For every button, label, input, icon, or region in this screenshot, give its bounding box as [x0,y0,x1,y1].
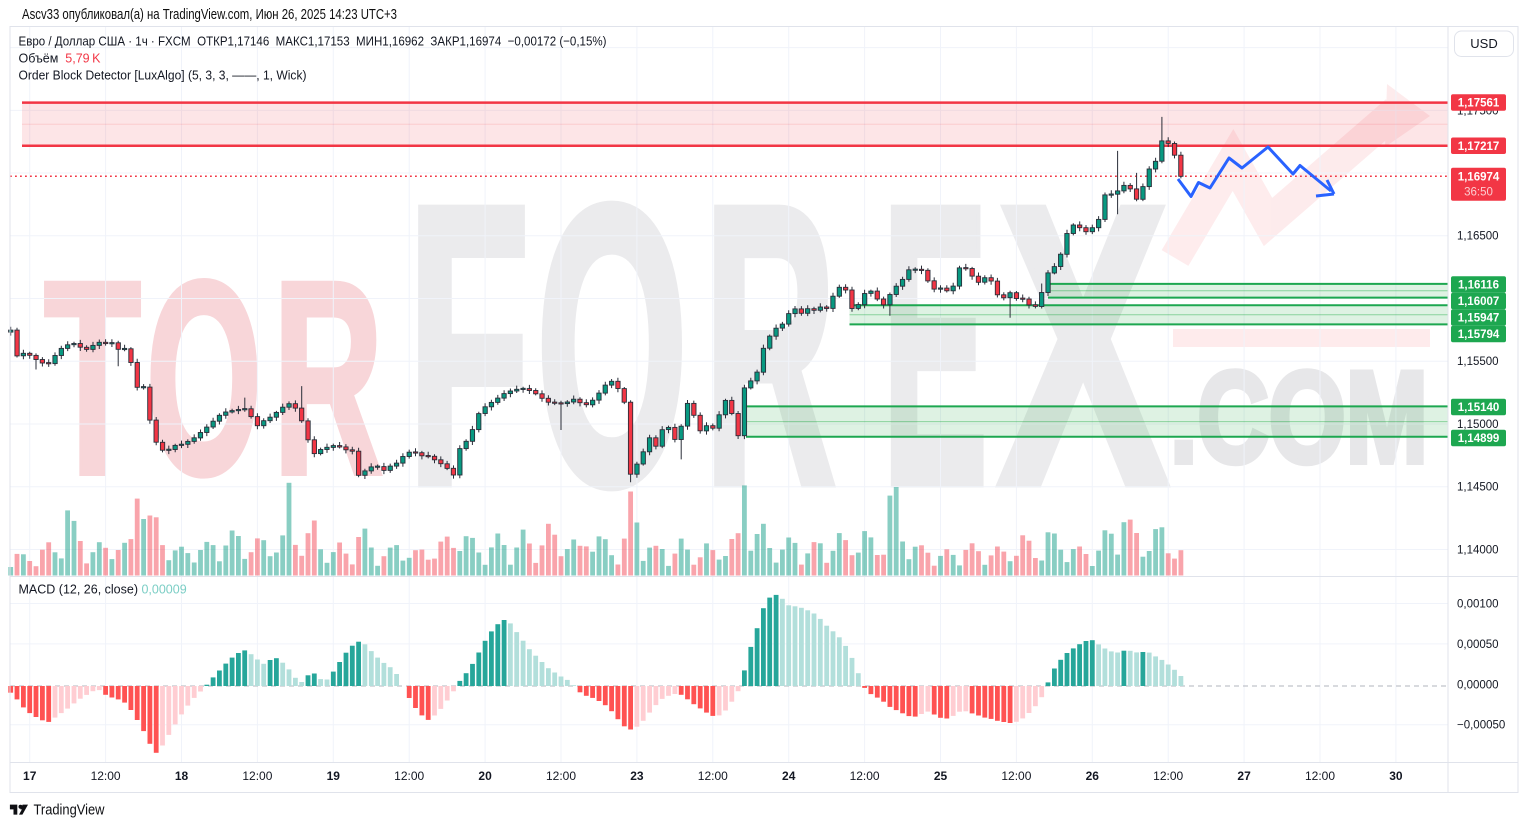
svg-text:12:00: 12:00 [1153,769,1183,783]
svg-text:.COM: .COM [1170,344,1428,490]
svg-text:−0,00050: −0,00050 [1457,720,1505,732]
svg-text:Объём 5,79 K: Объём 5,79 K [19,52,102,66]
svg-text:E: E [882,124,988,568]
svg-text:27: 27 [1237,769,1251,783]
svg-text:25: 25 [934,769,948,783]
svg-text:R: R [704,124,836,568]
svg-text:30: 30 [1389,769,1403,783]
svg-text:24: 24 [782,769,796,783]
svg-text:19: 19 [327,769,341,783]
svg-text:0,00000: 0,00000 [1457,679,1499,691]
svg-text:17: 17 [23,769,37,783]
svg-text:MACD (12, 26, close) 0,00009: MACD (12, 26, close) 0,00009 [19,583,187,597]
svg-text:O: O [146,225,262,532]
svg-text:T: T [44,225,141,532]
svg-text:1,15500: 1,15500 [1457,356,1499,368]
svg-text:36:50: 36:50 [1464,186,1493,198]
svg-text:TradingView: TradingView [34,803,105,819]
svg-text:1,14500: 1,14500 [1457,482,1499,494]
svg-text:1,17217: 1,17217 [1458,141,1500,153]
svg-text:18: 18 [175,769,189,783]
svg-text:0,00100: 0,00100 [1457,599,1499,611]
svg-text:O: O [536,124,688,568]
svg-text:F: F [407,124,530,568]
svg-text:12:00: 12:00 [850,769,880,783]
svg-text:1,16974: 1,16974 [1458,171,1500,183]
svg-text:23: 23 [630,769,644,783]
svg-text:USD: USD [1470,36,1497,51]
svg-text:1,15140: 1,15140 [1458,402,1500,414]
svg-text:1,15794: 1,15794 [1458,329,1500,341]
svg-text:1,14899: 1,14899 [1458,433,1500,445]
svg-text:1,16116: 1,16116 [1458,280,1499,292]
svg-text:12:00: 12:00 [546,769,576,783]
svg-text:R: R [273,225,383,532]
svg-text:1,15947: 1,15947 [1458,313,1500,325]
svg-text:1,16500: 1,16500 [1457,231,1499,243]
svg-text:12:00: 12:00 [242,769,272,783]
svg-text:1,14000: 1,14000 [1457,545,1499,557]
svg-text:0,00050: 0,00050 [1457,639,1499,651]
svg-text:26: 26 [1086,769,1100,783]
svg-text:12:00: 12:00 [1001,769,1031,783]
svg-text:1,17561: 1,17561 [1458,98,1500,110]
svg-text:12:00: 12:00 [1305,769,1335,783]
svg-text:Order Block Detector [LuxAlgo]: Order Block Detector [LuxAlgo] (5, 3, 3,… [19,69,307,83]
svg-text:Ascv33 опубликовал(а) на Tradi: Ascv33 опубликовал(а) на TradingView.com… [22,7,397,23]
svg-text:20: 20 [478,769,492,783]
svg-text:Евро / Доллар США · 1ч · FXCM: Евро / Доллар США · 1ч · FXCM ОТКР1,1714… [19,34,607,49]
svg-text:1,16007: 1,16007 [1458,296,1500,308]
svg-text:12:00: 12:00 [698,769,728,783]
svg-text:12:00: 12:00 [394,769,424,783]
svg-text:1,15000: 1,15000 [1457,419,1499,431]
svg-text:12:00: 12:00 [91,769,121,783]
